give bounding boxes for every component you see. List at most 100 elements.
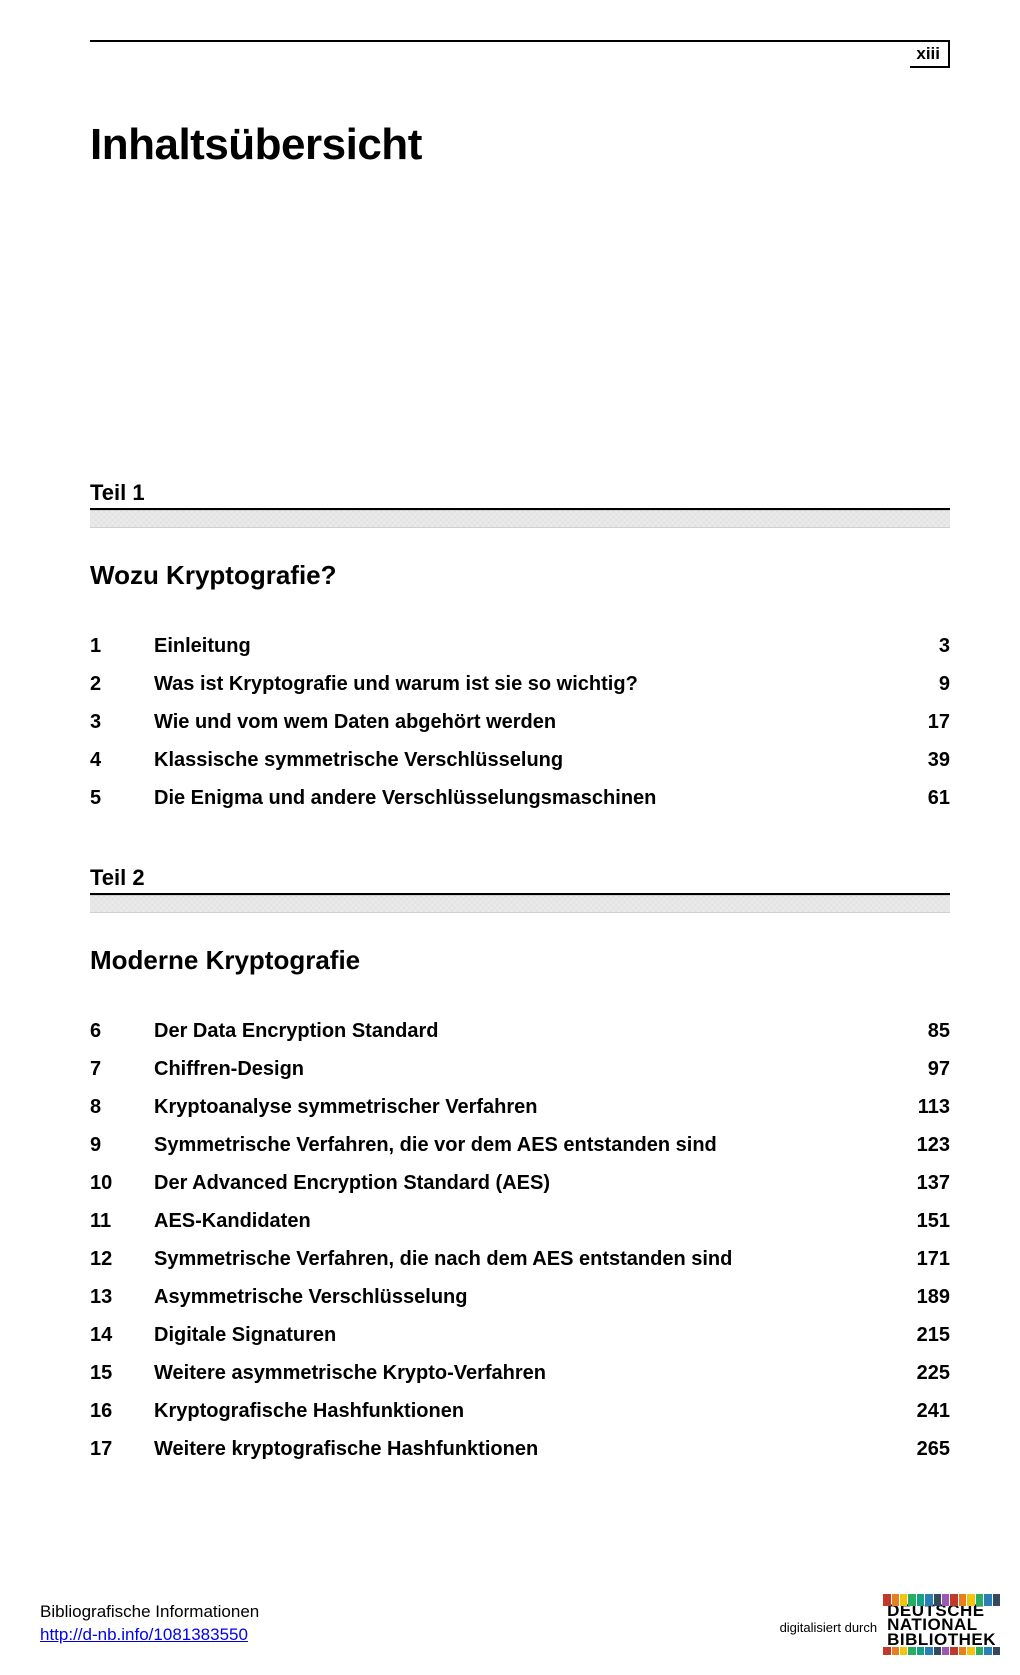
toc-chapter-number: 16 (90, 1401, 154, 1421)
biblio-info-label: Bibliografische Informationen (40, 1601, 259, 1624)
toc-row: 5Die Enigma und andere Verschlüsselungsm… (90, 779, 950, 817)
logo-bar (925, 1594, 932, 1606)
toc-chapter-title: Weitere kryptografische Hashfunktionen (154, 1439, 890, 1459)
toc-page-number: 171 (890, 1249, 950, 1269)
logo-bar (883, 1594, 890, 1606)
logo-bar (908, 1647, 915, 1655)
toc-chapter-title: Was ist Kryptografie und warum ist sie s… (154, 674, 890, 694)
logo-bar (976, 1647, 983, 1655)
toc-chapter-title: Die Enigma und andere Verschlüsselungsma… (154, 788, 890, 808)
toc-chapter-number: 5 (90, 788, 154, 808)
toc-chapter-title: Der Data Encryption Standard (154, 1021, 890, 1041)
toc-chapter-title: Chiffren-Design (154, 1059, 890, 1079)
toc-page-number: 265 (890, 1439, 950, 1459)
logo-bar (959, 1594, 966, 1606)
toc-page-number: 17 (890, 712, 950, 732)
toc-chapter-number: 10 (90, 1173, 154, 1193)
toc-row: 13Asymmetrische Verschlüsselung189 (90, 1278, 950, 1316)
header-rule: xiii (90, 40, 950, 70)
digitised-by-label: digitalisiert durch (780, 1620, 878, 1647)
footer-right: digitalisiert durch DEUTSCHE NATIONAL BI… (780, 1604, 1000, 1647)
logo-bar (892, 1594, 899, 1606)
logo-bar (993, 1647, 1000, 1655)
logo-bar (892, 1647, 899, 1655)
logo-bar (950, 1647, 957, 1655)
toc-page-number: 61 (890, 788, 950, 808)
logo-bar (934, 1594, 941, 1606)
toc-row: 6Der Data Encryption Standard85 (90, 1012, 950, 1050)
toc-chapter-number: 13 (90, 1287, 154, 1307)
toc-page-number: 39 (890, 750, 950, 770)
toc-chapter-title: Kryptografische Hashfunktionen (154, 1401, 890, 1421)
toc-chapter-title: Digitale Signaturen (154, 1325, 890, 1345)
toc-page-number: 85 (890, 1021, 950, 1041)
logo-bar (925, 1647, 932, 1655)
toc-chapter-title: Asymmetrische Verschlüsselung (154, 1287, 890, 1307)
logo-bar (950, 1594, 957, 1606)
logo-bar (917, 1647, 924, 1655)
logo-bar (942, 1647, 949, 1655)
toc-page-number: 137 (890, 1173, 950, 1193)
logo-bar (934, 1647, 941, 1655)
toc-chapter-title: Klassische symmetrische Verschlüsselung (154, 750, 890, 770)
toc-page-number: 151 (890, 1211, 950, 1231)
biblio-link[interactable]: http://d-nb.info/1081383550 (40, 1625, 248, 1644)
toc-row: 7Chiffren-Design97 (90, 1050, 950, 1088)
logo-bar (967, 1647, 974, 1655)
logo-bar (959, 1647, 966, 1655)
toc-list: 6Der Data Encryption Standard857Chiffren… (90, 1012, 950, 1468)
toc-chapter-number: 9 (90, 1135, 154, 1155)
toc-row: 2Was ist Kryptografie und warum ist sie … (90, 665, 950, 703)
toc-chapter-number: 4 (90, 750, 154, 770)
toc-chapter-title: Kryptoanalyse symmetrischer Verfahren (154, 1097, 890, 1117)
toc-chapter-number: 11 (90, 1211, 154, 1231)
part-title: Moderne Kryptografie (90, 945, 950, 976)
toc-page-number: 189 (890, 1287, 950, 1307)
toc-chapter-number: 3 (90, 712, 154, 732)
toc-row: 10Der Advanced Encryption Standard (AES)… (90, 1164, 950, 1202)
toc-chapter-number: 1 (90, 636, 154, 656)
toc-chapter-title: AES-Kandidaten (154, 1211, 890, 1231)
logo-bar (967, 1594, 974, 1606)
toc-page-number: 241 (890, 1401, 950, 1421)
logo-bar (900, 1647, 907, 1655)
toc-row: 4Klassische symmetrische Verschlüsselung… (90, 741, 950, 779)
toc-row: 1Einleitung3 (90, 627, 950, 665)
toc-chapter-title: Symmetrische Verfahren, die nach dem AES… (154, 1249, 890, 1269)
toc-row: 11AES-Kandidaten151 (90, 1202, 950, 1240)
logo-bar (976, 1594, 983, 1606)
part-label: Teil 2 (90, 865, 950, 895)
toc-page-number: 97 (890, 1059, 950, 1079)
toc-page-number: 3 (890, 636, 950, 656)
logo-bar (984, 1594, 991, 1606)
toc-row: 12Symmetrische Verfahren, die nach dem A… (90, 1240, 950, 1278)
decorative-band (90, 895, 950, 913)
toc-chapter-number: 17 (90, 1439, 154, 1459)
logo-bar (993, 1594, 1000, 1606)
toc-page-number: 225 (890, 1363, 950, 1383)
toc-row: 15Weitere asymmetrische Krypto-Verfahren… (90, 1354, 950, 1392)
toc-chapter-number: 8 (90, 1097, 154, 1117)
logo-bar (908, 1594, 915, 1606)
toc-chapter-number: 7 (90, 1059, 154, 1079)
toc-chapter-number: 6 (90, 1021, 154, 1041)
toc-row: 8Kryptoanalyse symmetrischer Verfahren11… (90, 1088, 950, 1126)
toc-chapter-title: Wie und vom wem Daten abgehört werden (154, 712, 890, 732)
page-number: xiii (910, 40, 950, 68)
toc-page-number: 113 (890, 1097, 950, 1117)
toc-page-number: 215 (890, 1325, 950, 1345)
toc-chapter-number: 15 (90, 1363, 154, 1383)
logo-bar (917, 1594, 924, 1606)
toc-chapter-number: 2 (90, 674, 154, 694)
dnb-logo: DEUTSCHE NATIONAL BIBLIOTHEK (883, 1604, 1000, 1647)
decorative-band (90, 510, 950, 528)
part-title: Wozu Kryptografie? (90, 560, 950, 591)
toc-row: 14Digitale Signaturen215 (90, 1316, 950, 1354)
toc-chapter-title: Weitere asymmetrische Krypto-Verfahren (154, 1363, 890, 1383)
logo-bar (900, 1594, 907, 1606)
toc-chapter-title: Einleitung (154, 636, 890, 656)
toc-page-number: 123 (890, 1135, 950, 1155)
logo-bar (942, 1594, 949, 1606)
toc-list: 1Einleitung32Was ist Kryptografie und wa… (90, 627, 950, 817)
footer: Bibliografische Informationen http://d-n… (40, 1601, 1000, 1647)
